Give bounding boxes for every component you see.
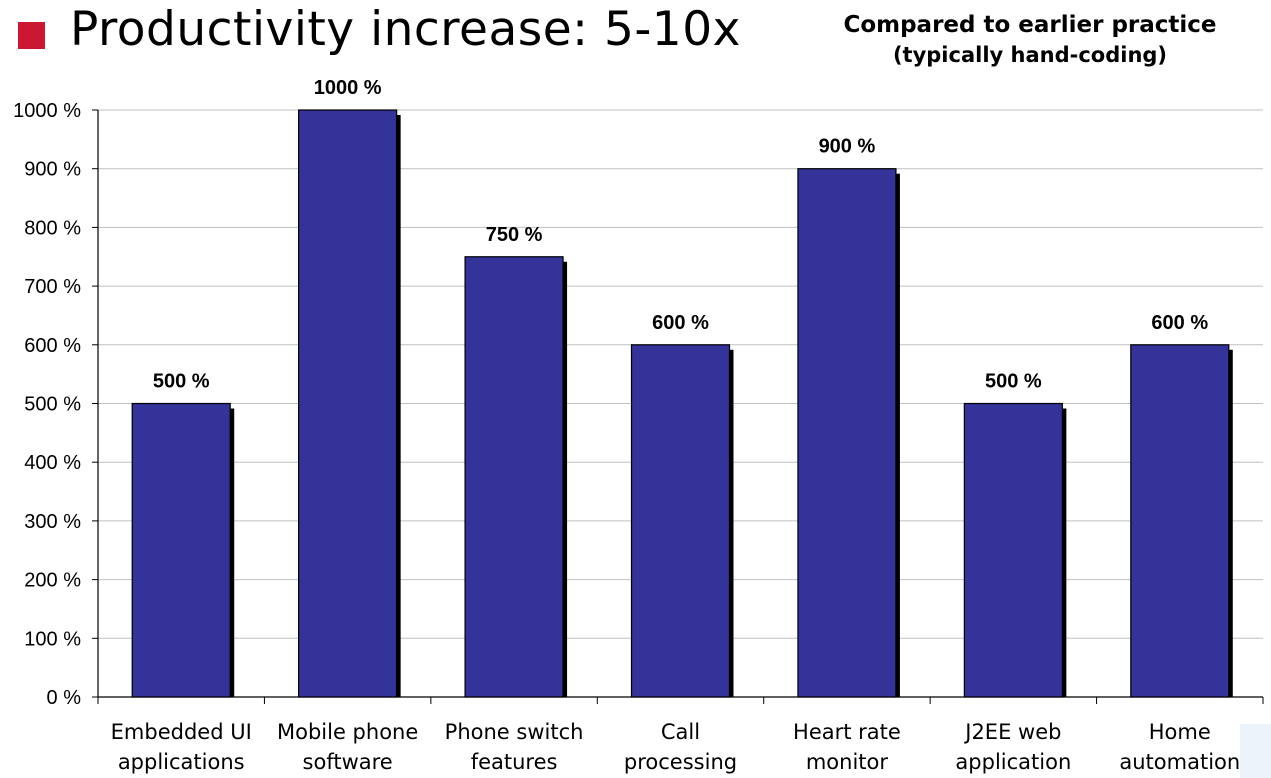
- x-category-label: features: [471, 750, 558, 774]
- x-category-label: Heart rate: [793, 720, 901, 744]
- x-category-label: J2EE web: [963, 720, 1061, 744]
- x-category-label: application: [955, 750, 1071, 774]
- y-tick-label: 300 %: [24, 511, 81, 533]
- chart-subtitle: Compared to earlier practice (typically …: [796, 10, 1264, 70]
- y-tick-label: 900 %: [24, 159, 81, 181]
- bar-data-label: 1000 %: [314, 77, 382, 99]
- y-tick-label: 500 %: [24, 394, 81, 416]
- y-tick-label: 100 %: [24, 628, 81, 650]
- y-tick-label: 800 %: [24, 217, 81, 239]
- title-bullet: [18, 22, 45, 49]
- y-tick-label: 0 %: [47, 687, 82, 709]
- bar: [630, 344, 731, 698]
- subtitle-line-1: Compared to earlier practice: [843, 12, 1217, 38]
- bar-data-label: 750 %: [486, 224, 543, 246]
- x-category-label: software: [303, 750, 393, 774]
- bar: [298, 109, 398, 698]
- x-category-label: applications: [118, 750, 245, 774]
- bar-data-label: 600 %: [652, 312, 709, 334]
- bar: [797, 168, 897, 698]
- bar-data-label: 600 %: [1151, 312, 1208, 334]
- x-category-label: Home: [1149, 720, 1211, 744]
- y-tick-label: 1000 %: [13, 100, 81, 122]
- y-tick-label: 700 %: [24, 276, 81, 298]
- x-category-label: Phone switch: [445, 720, 584, 744]
- bar: [131, 402, 231, 698]
- bar: [963, 402, 1063, 698]
- corner-box: [1240, 724, 1271, 778]
- x-category-label: monitor: [806, 750, 889, 774]
- bar-data-label: 500 %: [985, 371, 1042, 393]
- bar: [464, 256, 564, 698]
- x-category-label: Call: [661, 720, 700, 744]
- bar-data-label: 900 %: [819, 136, 876, 158]
- x-category-label: Mobile phone: [277, 720, 418, 744]
- y-tick-label: 600 %: [24, 335, 81, 357]
- bar: [1130, 344, 1230, 698]
- y-tick-label: 200 %: [24, 570, 81, 592]
- bar-data-label: 500 %: [153, 371, 210, 393]
- x-category-label: Embedded UI: [111, 720, 252, 744]
- subtitle-line-2: (typically hand-coding): [892, 43, 1168, 67]
- x-category-label: processing: [624, 750, 737, 774]
- page-title: Productivity increase: 5-10x: [70, 2, 741, 57]
- y-tick-label: 400 %: [24, 452, 81, 474]
- x-category-label: automation: [1119, 750, 1240, 774]
